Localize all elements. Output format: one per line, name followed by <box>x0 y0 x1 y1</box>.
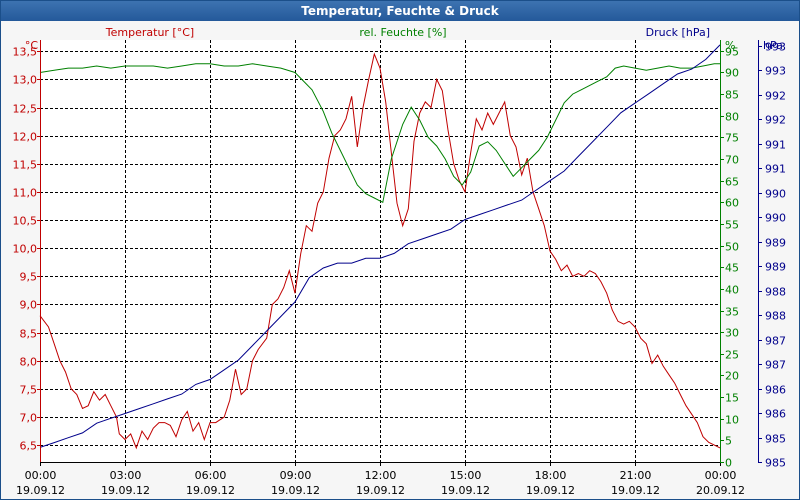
humidity-tick-label: 45 <box>725 262 739 275</box>
x-tick-date: 19.09.12 <box>526 484 575 497</box>
humidity-tick-label: 85 <box>725 89 739 102</box>
temperature-tick-label: 11,5 <box>13 159 38 172</box>
temperature-line <box>39 52 721 450</box>
humidity-tick-label: 95 <box>725 46 739 59</box>
humidity-tick-label: 25 <box>725 349 739 362</box>
temperature-tick-label: 8,0 <box>20 356 38 369</box>
x-tick-time: 06:00 <box>195 469 227 482</box>
pressure-unit-label: hPa <box>763 39 783 52</box>
pressure-tick-label: 985 <box>765 457 786 470</box>
temperature-axis-label: Temperatur [°C] <box>105 26 194 39</box>
humidity-tick-label: 10 <box>725 414 739 427</box>
window-title: Temperatur, Feuchte & Druck <box>1 1 799 21</box>
pressure-tick-label: 992 <box>765 114 786 127</box>
x-tick-time: 21:00 <box>620 469 652 482</box>
x-tick-date: 19.09.12 <box>441 484 490 497</box>
pressure-tick-label: 987 <box>765 335 786 348</box>
x-tick-date: 19.09.12 <box>101 484 150 497</box>
humidity-tick-label: 90 <box>725 67 739 80</box>
humidity-unit-label: % <box>725 39 735 52</box>
temperature-tick-label: 11,0 <box>13 187 38 200</box>
pressure-tick-label: 990 <box>765 212 786 225</box>
temperature-tick-label: 13,0 <box>13 74 38 87</box>
humidity-tick-label: 0 <box>725 457 732 470</box>
x-tick-date: 19.09.12 <box>186 484 235 497</box>
humidity-tick-label: 15 <box>725 392 739 405</box>
temperature-tick-label: 8,5 <box>20 328 38 341</box>
temperature-tick-label: 7,5 <box>20 384 38 397</box>
humidity-line <box>39 63 720 204</box>
humidity-tick-label: 50 <box>725 241 739 254</box>
humidity-tick-label: 20 <box>725 370 739 383</box>
temperature-tick-label: 13,5 <box>13 46 38 59</box>
temperature-tick-label: 10,0 <box>13 243 38 256</box>
temperature-tick-label: 7,0 <box>20 412 38 425</box>
humidity-tick-label: 60 <box>725 197 739 210</box>
pressure-tick-label: 986 <box>765 408 786 421</box>
humidity-tick-label: 55 <box>725 219 739 232</box>
temperature-tick-label: 9,5 <box>20 271 38 284</box>
x-tick-time: 18:00 <box>535 469 567 482</box>
x-tick-time: 15:00 <box>450 469 482 482</box>
pressure-tick-label: 990 <box>765 188 786 201</box>
humidity-tick-label: 70 <box>725 154 739 167</box>
humidity-tick-label: 5 <box>725 435 732 448</box>
pressure-line <box>39 44 721 448</box>
pressure-tick-label: 988 <box>765 310 786 323</box>
x-tick-date: 20.09.12 <box>696 484 745 497</box>
x-tick-date: 19.09.12 <box>356 484 405 497</box>
x-tick-time: 09:00 <box>280 469 312 482</box>
humidity-axis-label: rel. Feuchte [%] <box>359 26 446 39</box>
pressure-tick-label: 985 <box>765 433 786 446</box>
humidity-tick-label: 75 <box>725 132 739 145</box>
temperature-tick-label: 12,0 <box>13 131 38 144</box>
humidity-tick-label: 40 <box>725 284 739 297</box>
temperature-tick-label: 12,5 <box>13 103 38 116</box>
grid <box>40 40 720 462</box>
pressure-tick-label: 989 <box>765 237 786 250</box>
x-tick-time: 00:00 <box>705 469 737 482</box>
humidity-tick-label: 65 <box>725 176 739 189</box>
x-tick-date: 19.09.12 <box>271 484 320 497</box>
humidity-tick-label: 80 <box>725 111 739 124</box>
pressure-tick-label: 991 <box>765 139 786 152</box>
x-tick-time: 12:00 <box>365 469 397 482</box>
humidity-tick-label: 30 <box>725 327 739 340</box>
x-tick-date: 19.09.12 <box>611 484 660 497</box>
temperature-tick-label: 6,5 <box>20 440 38 453</box>
pressure-tick-label: 986 <box>765 384 786 397</box>
x-tick-time: 00:00 <box>25 469 57 482</box>
temperature-tick-label: 9,0 <box>20 299 38 312</box>
pressure-tick-label: 993 <box>765 65 786 78</box>
x-tick-date: 19.09.12 <box>16 484 65 497</box>
pressure-tick-label: 993 <box>765 41 786 54</box>
temperature-tick-label: 10,5 <box>13 215 38 228</box>
temperature-unit-label: °C <box>25 39 39 52</box>
humidity-tick-label: 35 <box>725 306 739 319</box>
pressure-tick-label: 992 <box>765 90 786 103</box>
pressure-axis-label: Druck [hPa] <box>646 26 710 39</box>
pressure-tick-label: 991 <box>765 163 786 176</box>
pressure-tick-label: 988 <box>765 286 786 299</box>
pressure-tick-label: 989 <box>765 261 786 274</box>
pressure-tick-label: 987 <box>765 359 786 372</box>
x-tick-time: 03:00 <box>110 469 142 482</box>
